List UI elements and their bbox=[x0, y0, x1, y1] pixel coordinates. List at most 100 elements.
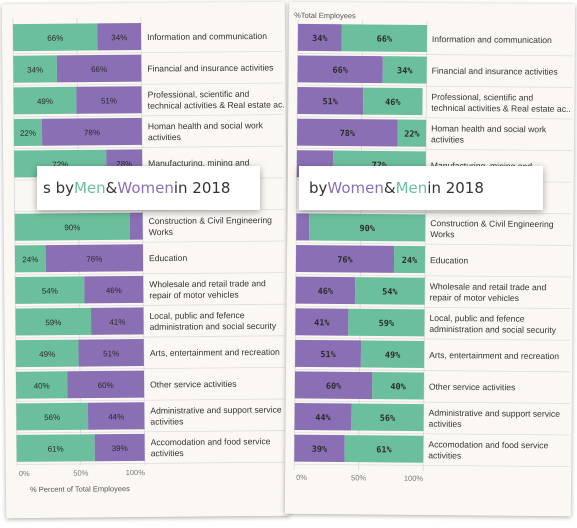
row-separator bbox=[295, 369, 571, 373]
category-label: Homan health and social work bbox=[148, 120, 264, 131]
category-label: Financial and insurance activities bbox=[147, 62, 273, 73]
bar-segment-women bbox=[90, 307, 144, 335]
data-label: 39% bbox=[112, 444, 128, 453]
callout-men: Men bbox=[395, 179, 428, 197]
category-label: activities bbox=[429, 419, 462, 429]
category-label: repair of motor vehicles bbox=[430, 292, 519, 303]
callout-year: in 2018 bbox=[173, 179, 231, 197]
bar-segment-men bbox=[372, 372, 425, 400]
bar-segment-women bbox=[84, 275, 144, 304]
row-separator bbox=[294, 432, 570, 436]
bar-segment-women bbox=[294, 403, 352, 431]
bar-segment-men bbox=[382, 56, 427, 84]
bar-segment-women bbox=[94, 433, 145, 462]
data-label: 34% bbox=[312, 34, 328, 44]
bar-segment-men bbox=[16, 402, 89, 431]
bar-segment-women bbox=[129, 212, 143, 240]
bar-segment-men bbox=[351, 403, 424, 432]
bar-segment-men bbox=[341, 24, 428, 52]
data-label: 78% bbox=[340, 129, 356, 139]
row-separator bbox=[295, 337, 571, 341]
data-label: 66% bbox=[332, 66, 348, 76]
category-label: activities bbox=[148, 132, 181, 142]
data-label: 34% bbox=[111, 33, 127, 42]
bar-segment-women bbox=[97, 23, 142, 51]
data-label: 76% bbox=[86, 255, 102, 264]
category-label: Education bbox=[430, 255, 469, 265]
category-label: activities bbox=[151, 448, 184, 458]
bar-segment-men bbox=[13, 55, 57, 83]
row-separator bbox=[15, 335, 285, 339]
row-separator bbox=[15, 366, 285, 371]
row-separator bbox=[14, 145, 284, 149]
data-label: 51% bbox=[103, 349, 119, 358]
callout-women-men: by Women & Men in 2018 bbox=[299, 166, 543, 210]
grid-line bbox=[422, 20, 428, 471]
data-label: 56% bbox=[380, 414, 396, 424]
category-label: Arts, entertainment and recreation bbox=[429, 350, 559, 361]
data-label: 56% bbox=[44, 413, 60, 422]
data-label: 60% bbox=[98, 381, 114, 390]
chart-card-men-women: 66% 34% Information and communication 34% 66… bbox=[1, 1, 290, 519]
data-label: 51% bbox=[323, 97, 339, 107]
row-separator bbox=[294, 463, 570, 468]
category-label: Homan health and social work bbox=[431, 123, 547, 134]
data-label: 78% bbox=[84, 128, 100, 137]
category-label: activities bbox=[150, 416, 183, 426]
tick-label: 100% bbox=[404, 474, 424, 483]
row-separator bbox=[15, 303, 285, 307]
data-label: 72% bbox=[372, 161, 388, 171]
row-separator bbox=[296, 211, 572, 215]
category-label: Works bbox=[149, 227, 173, 237]
row-separator bbox=[16, 461, 286, 465]
bar-segment-women bbox=[56, 54, 142, 83]
data-label: 44% bbox=[108, 412, 124, 421]
bar-segment-men bbox=[348, 308, 425, 337]
category-label: Other service activities bbox=[150, 379, 237, 390]
data-label: 66% bbox=[47, 34, 63, 43]
callout-text: s by bbox=[43, 179, 74, 197]
bar-segment-women bbox=[297, 87, 364, 115]
category-label: Education bbox=[149, 253, 188, 263]
bar-segment-women bbox=[41, 117, 142, 146]
bar-segment-women bbox=[295, 308, 349, 336]
category-label: Professional, scientific and bbox=[431, 92, 533, 103]
bar-segment-men bbox=[16, 434, 95, 462]
callout-men: Men bbox=[73, 179, 106, 197]
data-label: 46% bbox=[318, 287, 334, 297]
category-label: Construction & Civil Engineering bbox=[430, 218, 554, 229]
bar-segment-men bbox=[354, 277, 425, 305]
data-label: 46% bbox=[106, 286, 122, 295]
bar-segment-women bbox=[296, 118, 398, 147]
data-label: 49% bbox=[37, 97, 53, 106]
bar-segment-women bbox=[76, 86, 142, 114]
chart-card-women-men: 34% 66% Information and communication 66% 34… bbox=[284, 1, 576, 517]
bar-segment-women bbox=[78, 339, 144, 367]
category-label: Works bbox=[430, 229, 454, 239]
category-label: Local, public and fefence bbox=[429, 313, 524, 324]
bar-segment-men bbox=[14, 245, 46, 273]
bar-segment-men bbox=[15, 371, 68, 399]
row-separator bbox=[295, 305, 571, 310]
row-separator bbox=[16, 398, 286, 402]
bar-segment-women bbox=[294, 371, 373, 400]
bar-segment-women bbox=[297, 55, 383, 84]
data-label: 40% bbox=[390, 382, 406, 392]
category-label: Manufacturing, mining and bbox=[431, 160, 533, 171]
callout-women: Women bbox=[117, 179, 174, 197]
chart-women-men: 34% 66% Information and communication 66% 34… bbox=[293, 11, 573, 483]
data-label: 66% bbox=[377, 35, 393, 45]
data-label: 51% bbox=[101, 96, 117, 105]
callout-men-women: s by Men & Women in 2018 bbox=[37, 166, 260, 210]
bar-segment-men bbox=[360, 340, 425, 368]
data-label: 46% bbox=[385, 98, 401, 108]
data-label: 54% bbox=[382, 287, 398, 297]
data-label: 39% bbox=[312, 445, 328, 455]
data-label: 61% bbox=[48, 445, 64, 454]
callout-women: Women bbox=[327, 179, 384, 197]
category-label: Accomodation and food service bbox=[151, 436, 271, 447]
data-label: 51% bbox=[320, 350, 336, 360]
bar-segment-men bbox=[14, 212, 131, 241]
category-label: activities bbox=[428, 450, 461, 460]
x-axis-label: % Percent of Total Employees bbox=[30, 484, 130, 494]
